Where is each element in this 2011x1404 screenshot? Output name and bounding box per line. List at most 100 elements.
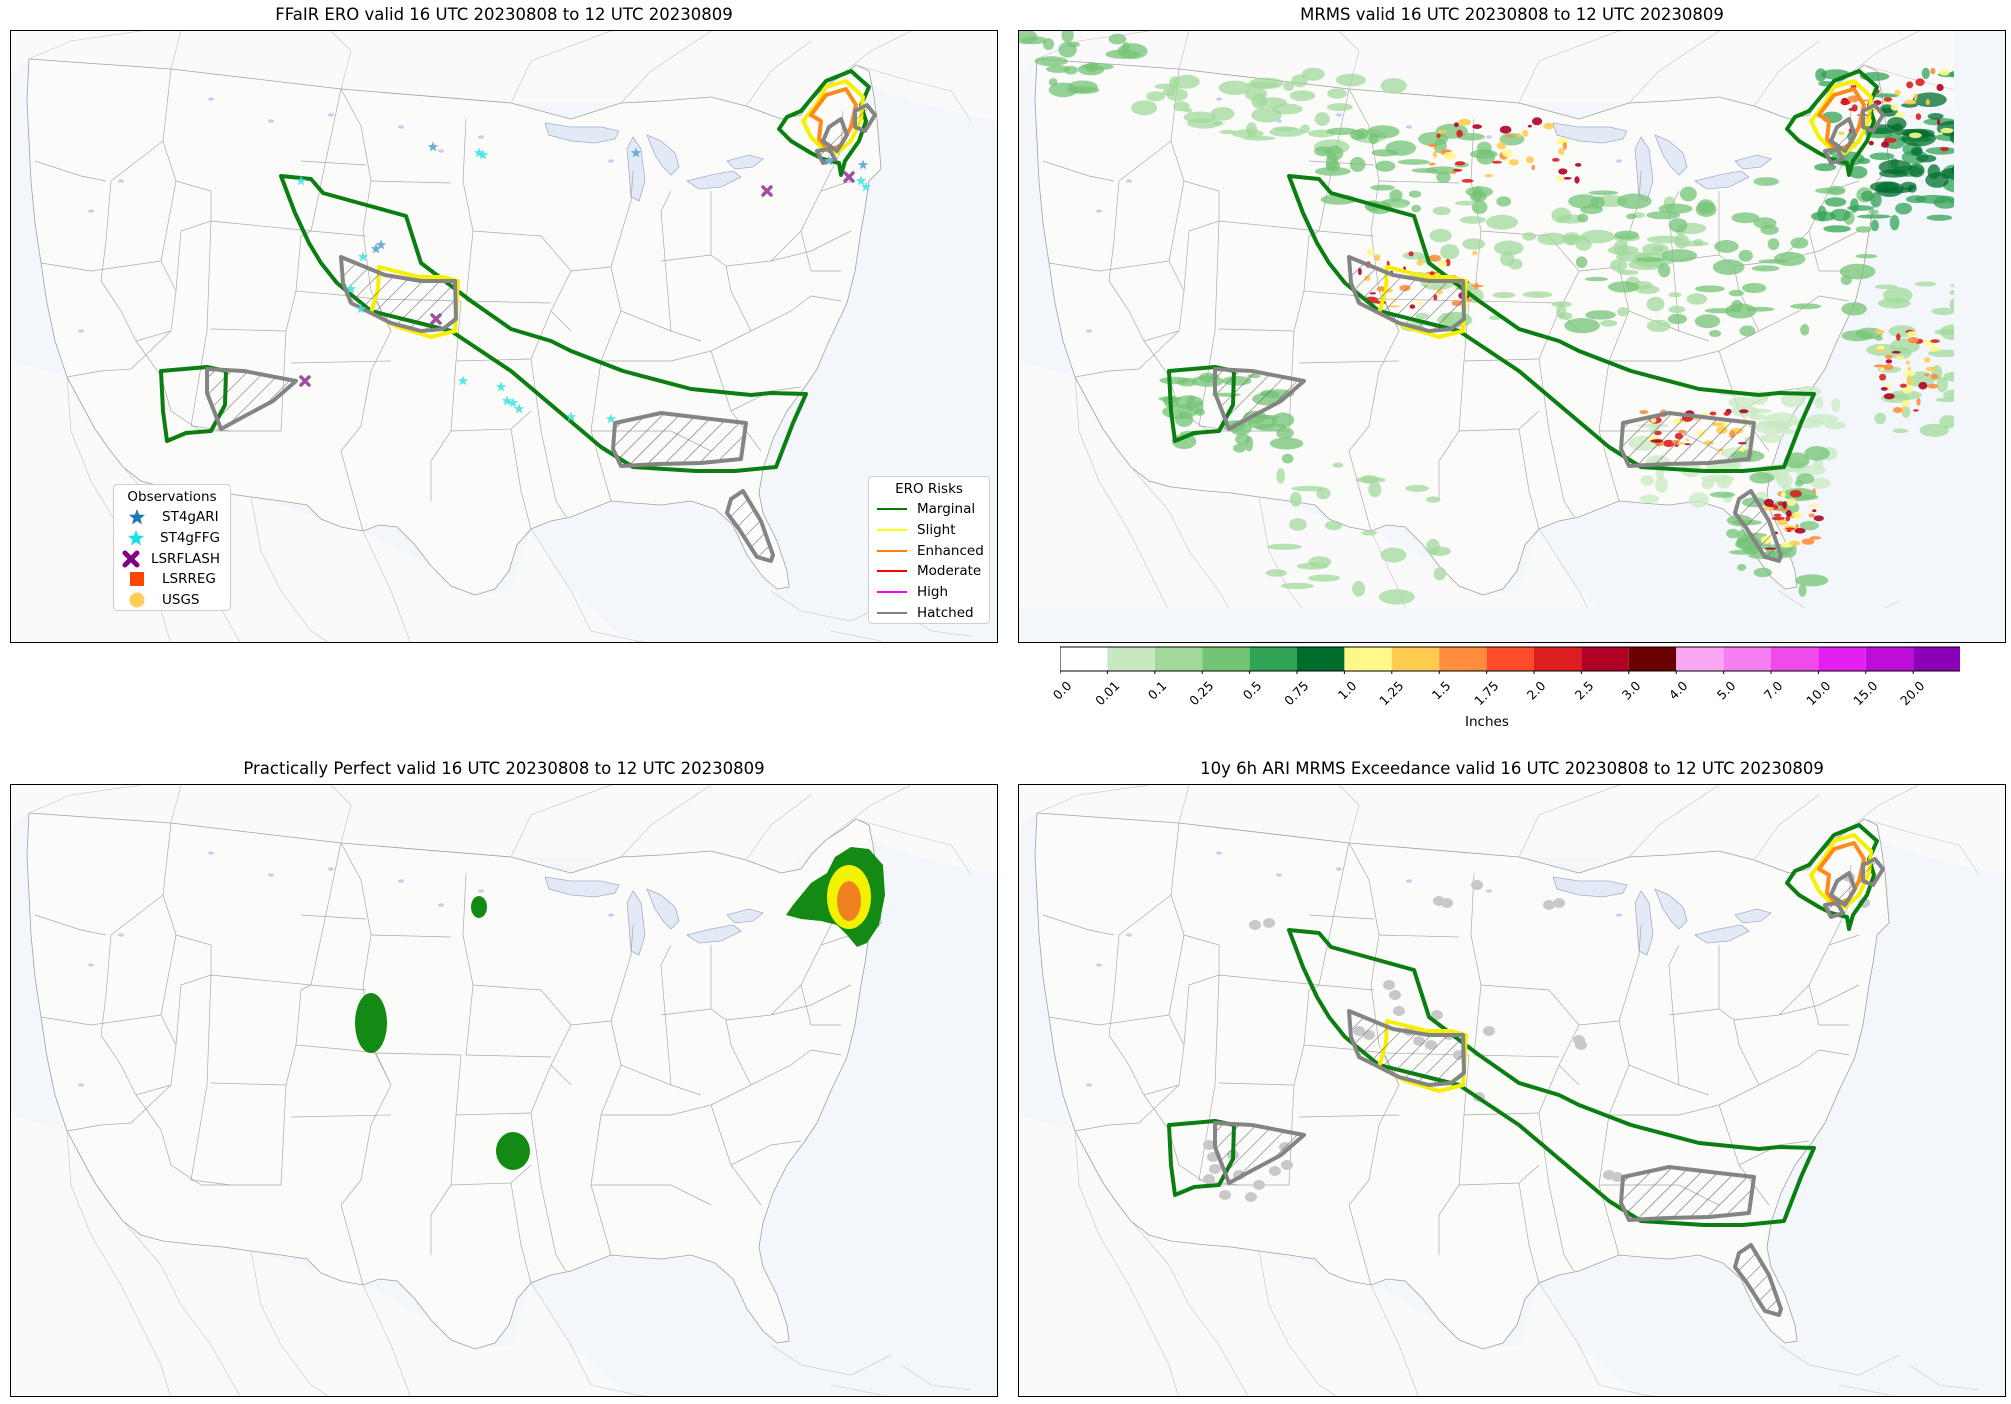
- great-lake: [1734, 908, 1772, 924]
- colorbar-tick-label: 2.5: [1571, 678, 1597, 703]
- state-borders: [34, 822, 857, 1286]
- great-lake: [1654, 134, 1688, 176]
- st4gffg-marker: [507, 397, 519, 408]
- colorbar-segment: [1202, 647, 1250, 671]
- square-marker-icon: [122, 570, 152, 588]
- hatched-risk-outline: [1619, 1165, 1756, 1222]
- hatched-risk-outline: [1861, 103, 1885, 133]
- line-swatch-icon: [877, 525, 907, 535]
- star-marker-icon: [122, 508, 152, 526]
- great-lake: [646, 134, 680, 176]
- st4gari-marker: [427, 141, 439, 152]
- circle-marker-icon: [122, 591, 152, 609]
- st4gari-marker: [630, 147, 642, 158]
- hatched-risk-outline: [205, 367, 298, 431]
- great-lake: [726, 154, 764, 170]
- st4gffg-marker: [495, 381, 507, 392]
- line-swatch-icon: [877, 504, 907, 514]
- st4gffg-marker: [357, 251, 369, 262]
- obs-legend-item: ST4gFFG: [114, 528, 230, 549]
- ero-legend-item: Slight: [869, 520, 989, 541]
- colorbar-segment: [1297, 647, 1345, 671]
- colorbar-tick-label: 1.75: [1470, 678, 1502, 709]
- ero-legend-item: Moderate: [869, 561, 989, 582]
- obs-legend-label: ST4gFFG: [160, 530, 220, 547]
- obs-legend-item: USGS: [114, 590, 230, 611]
- colorbar-segment: [1723, 647, 1771, 671]
- obs-legend-label: USGS: [162, 592, 200, 609]
- great-lake: [726, 908, 764, 924]
- colorbar-tick-label: 0.1: [1144, 678, 1170, 703]
- st4gffg-marker: [501, 395, 513, 406]
- st4gffg-marker: [477, 149, 489, 160]
- line-swatch-icon: [877, 566, 907, 576]
- colorbar-segment: [1581, 647, 1629, 671]
- st4gffg-marker: [565, 411, 577, 422]
- st4gari-marker: [375, 239, 387, 250]
- hatched-risk-outline: [1829, 871, 1857, 907]
- hatched-risk-outline: [1823, 147, 1845, 165]
- hatched-risk-outline: [1829, 117, 1857, 153]
- hatched-risk-outline: [821, 117, 849, 153]
- marginal-risk-outline: [1785, 823, 1879, 931]
- colorbar-segment: [1818, 647, 1866, 671]
- st4gffg-marker: [345, 283, 357, 294]
- hatched-risk-outline: [853, 103, 877, 133]
- colorbar-segment: [1865, 647, 1914, 671]
- hatched-risk-outline: [1733, 489, 1783, 563]
- great-lake: [1734, 154, 1772, 170]
- marginal-risk-outline: [777, 69, 871, 177]
- colorbar-tick-label: 7.0: [1760, 678, 1786, 703]
- obs-legend-label: LSRFLASH: [150, 550, 220, 567]
- st4gari-marker: [370, 243, 382, 254]
- map-panel-mrms: [1018, 30, 2006, 643]
- state-borders: [34, 68, 857, 532]
- pp-probability-area: [837, 881, 861, 921]
- lsrflash-marker: [299, 375, 311, 387]
- pp-probability-area: [471, 896, 487, 918]
- colorbar-tick-label: 2.0: [1523, 678, 1549, 703]
- obs-legend-item: LSRFLASH: [114, 548, 230, 569]
- colorbar-segment: [1154, 647, 1203, 671]
- neighbor-borders: [1036, 785, 1980, 1396]
- marginal-risk-outline: [1785, 69, 1879, 177]
- ero-legend-item: Hatched: [869, 602, 989, 623]
- great-lake: [544, 876, 620, 898]
- colorbar-tick-label: 1.0: [1334, 678, 1360, 703]
- hatched-risk-outline: [725, 489, 775, 563]
- great-lake: [1654, 888, 1688, 930]
- hatched-risk-outline: [1347, 1009, 1466, 1087]
- ero-legend-label: Slight: [917, 522, 956, 539]
- st4gari-marker: [823, 155, 835, 166]
- hatched-risk-outline: [1213, 1121, 1306, 1185]
- observation-markers: [295, 141, 872, 424]
- colorbar-tick-label: 5.0: [1713, 678, 1739, 703]
- line-swatch-icon: [877, 587, 907, 597]
- hatched-risk-outline: [1347, 255, 1466, 333]
- great-lake: [686, 924, 742, 944]
- map-panel-ari: [1018, 784, 2006, 1397]
- observations-legend-title: Observations: [127, 489, 217, 505]
- lsrflash-marker: [761, 185, 773, 197]
- panel-title-ari: 10y 6h ARI MRMS Exceedance valid 16 UTC …: [1200, 759, 1824, 778]
- hatched-risk-outline: [1619, 411, 1756, 468]
- st4gffg-marker: [513, 403, 525, 414]
- st4gffg-marker: [355, 303, 367, 314]
- great-lake: [1694, 924, 1750, 944]
- colorbar-segment: [1628, 647, 1677, 671]
- panel-title-pp: Practically Perfect valid 16 UTC 2023080…: [243, 759, 765, 778]
- colorbar-tick-label: 15.0: [1850, 678, 1881, 709]
- hatched-risk-outline: [611, 411, 748, 468]
- hatched-risk-outline: [1733, 1243, 1783, 1317]
- colorbar-tick-label: 0.0: [1049, 678, 1075, 703]
- ero-legend-label: High: [917, 584, 949, 601]
- colorbar-tick-label: 20.0: [1897, 678, 1928, 709]
- colorbar-tick-label: 0.01: [1091, 678, 1123, 709]
- st4gari-marker: [857, 159, 869, 170]
- colorbar-tick-label: 1.25: [1376, 678, 1407, 709]
- lsrflash-marker: [843, 171, 855, 183]
- obs-legend-label: LSRREG: [162, 571, 216, 588]
- st4gffg-marker: [457, 375, 469, 386]
- colorbar-tick-label: 0.75: [1281, 678, 1312, 709]
- st4gffg-marker: [295, 175, 307, 186]
